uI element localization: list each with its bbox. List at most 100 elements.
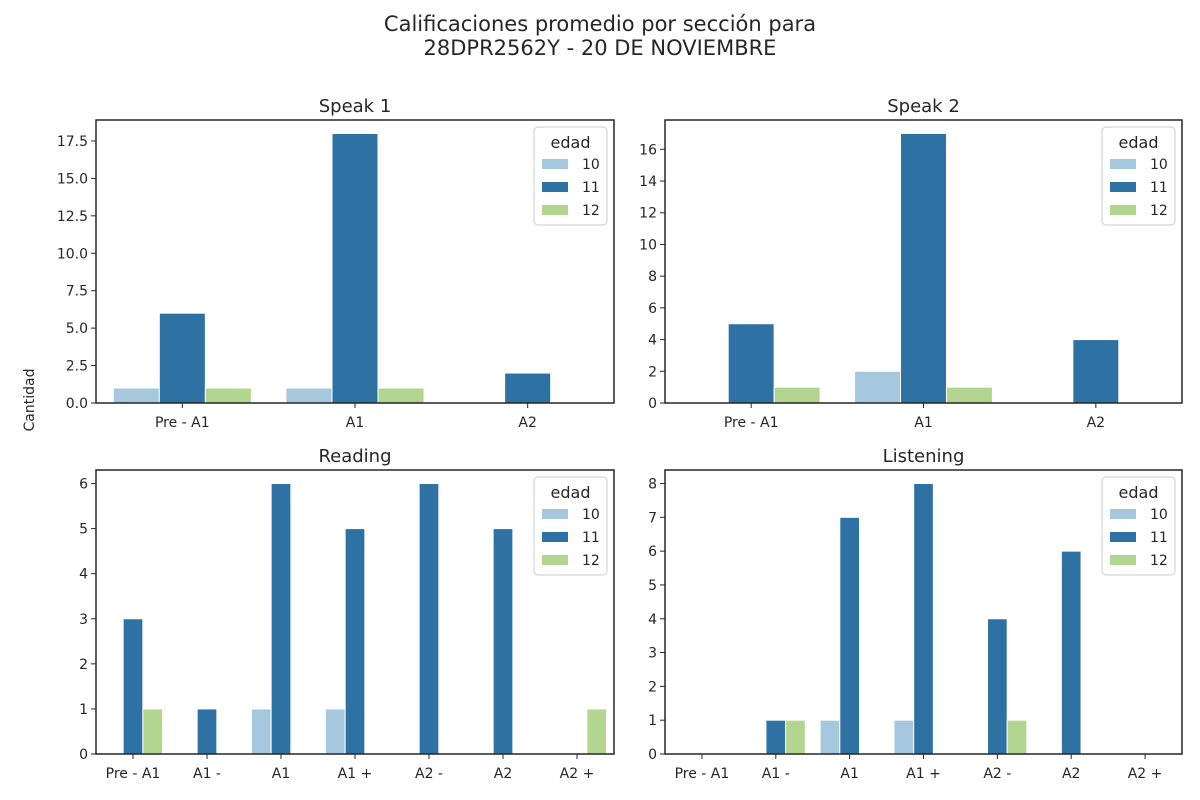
bar [1006, 719, 1028, 755]
plot-frame [95, 469, 615, 755]
y-tick-label: 5 [79, 522, 88, 538]
panel-title: Listening [883, 446, 965, 467]
legend-swatch [542, 205, 568, 215]
y-tick-label: 7 [648, 510, 657, 526]
bar [344, 528, 366, 755]
bar [122, 618, 144, 755]
bar [331, 132, 379, 404]
legend-label: 11 [582, 530, 600, 546]
legend-label: 11 [582, 180, 600, 196]
bar [987, 618, 1008, 755]
legend-box [533, 476, 608, 576]
legend-label: 12 [1150, 553, 1168, 569]
y-tick-label: 14 [639, 174, 657, 190]
legend-swatch [1110, 509, 1136, 519]
bar [504, 372, 552, 404]
panel-title: Speak 2 [887, 96, 960, 117]
bar [586, 708, 608, 755]
x-tick-label: A1 + [906, 766, 941, 782]
legend-swatch [1110, 159, 1136, 169]
bar [900, 132, 947, 404]
legend-swatch [542, 555, 568, 565]
y-tick-label: 15.0 [57, 171, 88, 187]
y-tick-label: 16 [639, 142, 657, 158]
x-tick-label: A1 - [762, 766, 790, 782]
x-tick-label: A2 + [1128, 766, 1163, 782]
y-tick-label: 2 [648, 679, 657, 695]
x-tick-label: A2 [494, 766, 512, 782]
bar [324, 708, 346, 755]
legend-box [533, 126, 608, 226]
y-tick-label: 2 [648, 364, 657, 380]
x-tick-label: Pre - A1 [724, 415, 779, 431]
panel-title: Reading [318, 446, 391, 467]
y-tick-label: 3 [648, 646, 657, 662]
x-tick-label: A1 [346, 415, 364, 431]
x-tick-label: A1 + [338, 766, 373, 782]
panel-title: Speak 1 [319, 96, 392, 117]
y-tick-label: 5.0 [66, 321, 88, 337]
legend-title: edad [1119, 133, 1159, 152]
plot-frame [664, 469, 1183, 755]
bar [285, 387, 333, 404]
figure-title-line-2: 28DPR2562Y - 20 DE NOVIEMBRE [423, 36, 777, 60]
bar [785, 719, 806, 755]
legend: edad 10 11 12 [533, 476, 608, 576]
x-tick-label: A1 - [193, 766, 221, 782]
legend-swatch [1110, 555, 1136, 565]
x-tick-label: Pre - A1 [675, 766, 730, 782]
plot-frame [664, 119, 1183, 404]
y-tick-label: 12.5 [57, 209, 88, 225]
legend: edad 10 11 12 [533, 126, 608, 226]
legend: edad 10 11 12 [1101, 476, 1176, 576]
legend-swatch [1110, 532, 1136, 542]
bar [1072, 339, 1120, 404]
bar [773, 386, 821, 404]
x-tick-label: A1 [272, 766, 290, 782]
bar [893, 719, 915, 755]
bar [250, 708, 272, 755]
y-tick-label: 8 [648, 477, 657, 493]
bar [727, 323, 775, 404]
bar [142, 708, 164, 755]
bar [158, 312, 206, 404]
y-tick-label: 6 [648, 301, 657, 317]
y-tick-label: 6 [648, 544, 657, 560]
chart-panel-2: Speak 2 0 2 4 6 8 10 12 14 16 Pre - A1 A1 A2 edad 10 11… [639, 96, 1183, 431]
legend-label: 12 [1150, 203, 1168, 219]
bar [112, 387, 160, 404]
y-tick-label: 10 [639, 237, 657, 253]
bar [204, 387, 252, 404]
y-tick-label: 0 [648, 747, 657, 763]
y-tick-label: 7.5 [66, 284, 88, 300]
x-tick-label: A1 [914, 415, 932, 431]
y-tick-label: 2.5 [66, 359, 88, 375]
bar [270, 483, 292, 755]
chart-panel-1: Speak 1 0.0 2.5 5.0 7.5 10.0 12.5 15.0 17.5 Pre -… [57, 96, 615, 431]
legend-label: 10 [1150, 507, 1168, 523]
y-tick-label: 0 [648, 396, 657, 412]
bar [839, 516, 860, 755]
legend-swatch [1110, 205, 1136, 215]
legend: edad 10 11 12 [1101, 126, 1176, 226]
legend-label: 10 [1150, 157, 1168, 173]
y-tick-label: 0.0 [66, 396, 88, 412]
figure-title: Calificaciones promedio por sección para… [0, 12, 1200, 60]
bar [1060, 550, 1082, 755]
legend-swatch [542, 532, 568, 542]
bar [945, 386, 993, 404]
y-tick-label: 6 [79, 477, 88, 493]
legend-box [1101, 476, 1176, 576]
x-tick-label: A2 [518, 415, 536, 431]
bar [854, 370, 902, 404]
y-tick-label: 8 [648, 269, 657, 285]
x-tick-label: Pre - A1 [106, 766, 161, 782]
figure-title-line-1: Calificaciones promedio por sección para [383, 12, 817, 36]
y-tick-label: 10.0 [57, 246, 88, 262]
bar [418, 483, 440, 755]
legend-swatch [542, 509, 568, 519]
y-tick-label: 1 [648, 713, 657, 729]
